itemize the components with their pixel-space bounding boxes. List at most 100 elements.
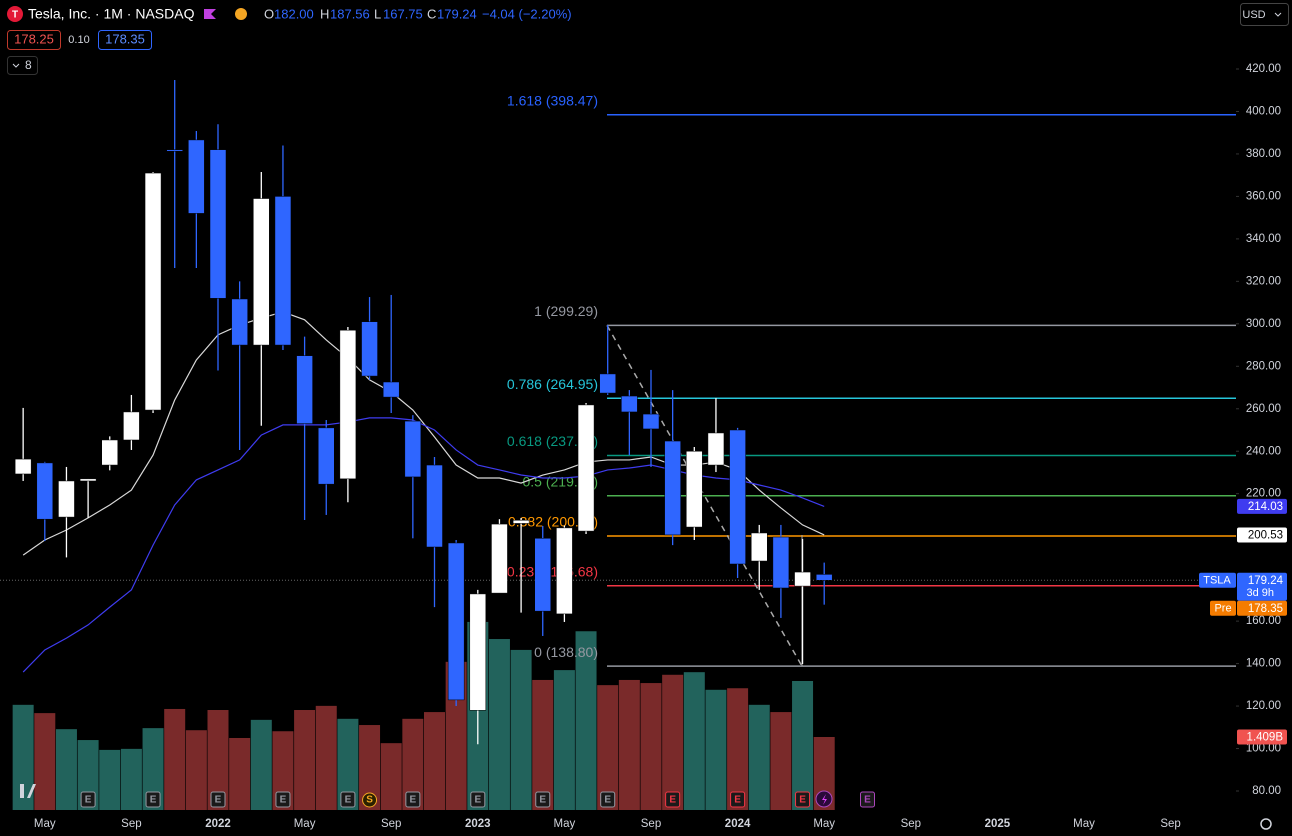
indicator-toggle[interactable]: [7, 56, 38, 75]
volume-bar: [55, 729, 77, 810]
y-tick-label: 100.00: [1246, 743, 1281, 755]
x-tick-label: 2025: [985, 818, 1011, 830]
candle-body: [534, 538, 551, 612]
candle-body: [469, 593, 487, 711]
ask-box[interactable]: [98, 30, 152, 50]
fib-label: 0.786 (264.95): [507, 376, 598, 392]
currency-label[interactable]: USD: [1242, 9, 1265, 21]
x-tick-label: May: [294, 818, 316, 830]
candle-body: [772, 536, 790, 589]
x-tick-label: 2024: [725, 818, 751, 830]
bid-price[interactable]: 178.25: [14, 31, 54, 46]
volume-bar: [337, 718, 359, 810]
y-tick-label: 380.00: [1246, 148, 1281, 160]
event-label: E: [150, 795, 157, 806]
event-marker: [535, 791, 551, 808]
last-symbol: TSLA: [1203, 575, 1231, 587]
candle-body: [556, 527, 573, 615]
currency-select[interactable]: [1240, 3, 1289, 26]
y-tick-label: 80.00: [1252, 785, 1281, 797]
event-marker: [210, 791, 226, 808]
event-marker: [145, 791, 161, 808]
candle-body: [599, 373, 616, 394]
volume-bar: [120, 748, 142, 810]
event-marker: [665, 791, 681, 808]
volume-bar: [748, 704, 770, 810]
candle-body: [751, 532, 768, 562]
candle-body: [36, 462, 54, 520]
volume-bar: [164, 708, 186, 810]
volume-label-box: [1237, 729, 1287, 745]
price-label: 200.53: [1248, 530, 1283, 542]
x-tick-label: 2023: [465, 818, 491, 830]
candle-body: [209, 149, 227, 299]
volume-label: 1.409B: [1247, 732, 1284, 744]
x-tick-label: 2022: [205, 818, 231, 830]
fib-label: 0.382 (200.11): [508, 514, 598, 530]
candle-body: [339, 329, 357, 480]
fib-label: 1 (299.29): [534, 303, 598, 319]
candle-body: [274, 196, 292, 346]
volume-bar: [402, 718, 424, 810]
candle-body: [621, 395, 638, 413]
volume-bar: [250, 719, 272, 810]
candle-body: [512, 520, 530, 524]
candle-body: [231, 298, 248, 346]
x-tick-label: May: [34, 818, 56, 830]
event-label: S: [366, 795, 373, 806]
candle-body: [404, 420, 422, 478]
symbol-title[interactable]: Tesla, Inc. · 1M · NASDAQ: [28, 6, 195, 22]
event-label: E: [345, 795, 352, 806]
low-label: L: [374, 6, 381, 21]
volume-bar: [359, 725, 381, 810]
event-marker: [600, 791, 616, 808]
event-label: E: [734, 795, 741, 806]
event-marker: [405, 791, 421, 808]
market-status-icon[interactable]: [235, 8, 247, 20]
volume-bar: [813, 737, 835, 810]
event-marker: [795, 791, 811, 808]
event-label: E: [280, 795, 287, 806]
fib-label: 0 (138.80): [534, 644, 598, 660]
flag-icon[interactable]: [204, 9, 216, 19]
bid-box[interactable]: [7, 30, 61, 50]
fib-label: 0.236 (176.68): [507, 563, 598, 579]
candle-body: [58, 480, 75, 518]
y-tick-label: 420.00: [1246, 63, 1281, 75]
settings-icon[interactable]: [1260, 818, 1272, 830]
volume-bar: [792, 680, 814, 810]
volume-bar: [34, 713, 56, 810]
price-label: 214.03: [1248, 501, 1283, 513]
volume-bar: [185, 730, 207, 810]
volume-bar: [683, 672, 705, 810]
candle-body: [318, 427, 335, 485]
event-label: E: [799, 795, 806, 806]
candle-body: [101, 439, 118, 466]
high-label: H: [320, 6, 329, 21]
y-tick-label: 140.00: [1246, 658, 1281, 670]
y-tick-label: 340.00: [1246, 233, 1281, 245]
price-label-box: [1237, 498, 1287, 514]
x-tick-label: May: [1073, 818, 1095, 830]
event-label: E: [864, 795, 871, 806]
fib-label: 1.618 (398.47): [507, 92, 598, 108]
indicator-count[interactable]: 8: [25, 58, 32, 72]
candle-body: [491, 523, 508, 594]
y-tick-label: 160.00: [1246, 615, 1281, 627]
tv-logo-mark[interactable]: [10, 784, 36, 798]
volume-bar: [532, 679, 554, 810]
volume-bar: [294, 710, 316, 810]
pre-price-box: [1237, 600, 1287, 616]
ask-price[interactable]: 178.35: [105, 31, 145, 46]
pre-tag: Pre: [1214, 603, 1231, 615]
candle-body: [296, 355, 313, 424]
volume-bar: [99, 749, 121, 810]
candle-body: [815, 574, 833, 581]
candle-body: [686, 450, 703, 528]
pre-price: 178.35: [1248, 603, 1283, 615]
y-tick-label: 280.00: [1246, 360, 1281, 372]
volume-bar: [142, 728, 164, 810]
last-tag-box: [1199, 572, 1236, 588]
high-value: 187.56: [330, 6, 370, 21]
